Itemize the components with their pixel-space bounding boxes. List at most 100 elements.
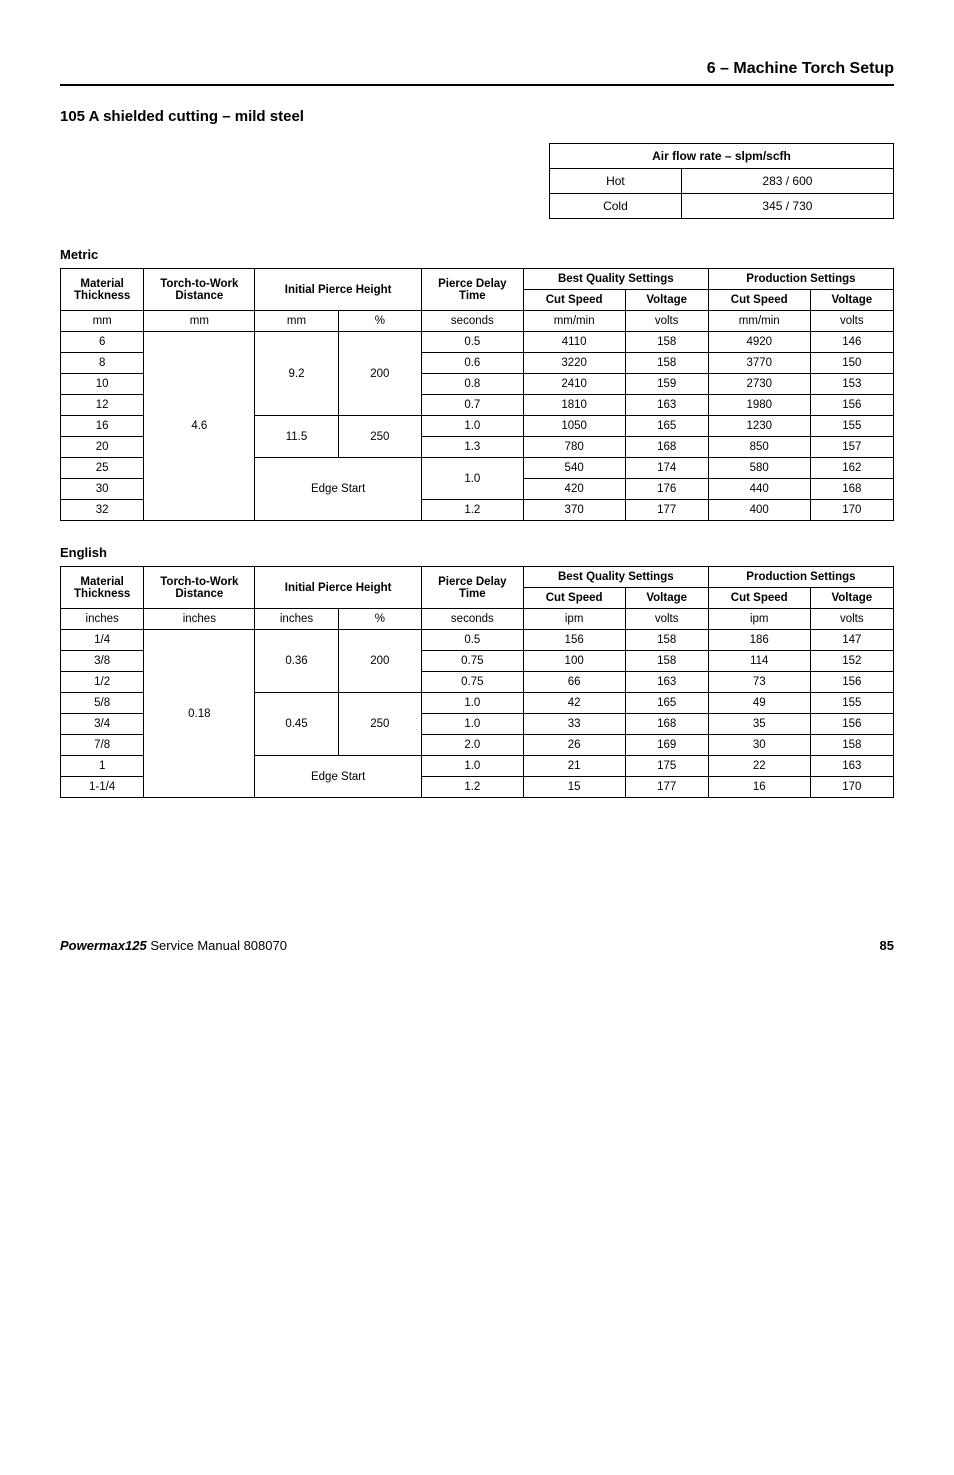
cell: 25 [61,458,144,479]
cell: 157 [810,437,893,458]
unit-thickness: mm [61,311,144,332]
unit-bq-speed: mm/min [523,311,625,332]
cell: 30 [61,479,144,500]
cell: 156 [810,714,893,735]
th-torch-to-work: Torch-to-Work Distance [144,567,255,609]
cell: 26 [523,735,625,756]
cell: 158 [625,651,708,672]
cell: 1.2 [421,777,523,798]
cell: 35 [708,714,810,735]
cell: 163 [810,756,893,777]
cell: 165 [625,693,708,714]
unit-bq-volt: volts [625,311,708,332]
cell: 5/8 [61,693,144,714]
th-initial-pierce-height: Initial Pierce Height [255,567,422,609]
cell-iph-pct: 200 [338,332,421,416]
cell: 158 [625,353,708,374]
cell: 176 [625,479,708,500]
unit-delay: seconds [421,609,523,630]
unit-distance: mm [144,311,255,332]
footer-page-number: 85 [880,938,894,953]
english-table: Material Thickness Torch-to-Work Distanc… [60,566,894,798]
cell: 0.5 [421,630,523,651]
cell: 16 [61,416,144,437]
cell: 30 [708,735,810,756]
cell: 155 [810,693,893,714]
cell-iph-mm: 9.2 [255,332,338,416]
cell: 170 [810,500,893,521]
th-bq-voltage: Voltage [625,588,708,609]
cell: 0.6 [421,353,523,374]
th-torch-to-work: Torch-to-Work Distance [144,269,255,311]
english-label: English [60,545,894,560]
unit-distance: inches [144,609,255,630]
cell: 150 [810,353,893,374]
cell-torch-distance: 0.18 [144,630,255,798]
cell: 1/4 [61,630,144,651]
table-row: 6 4.6 9.2 200 0.5 4110 158 4920 146 [61,332,894,353]
cell: 0.75 [421,651,523,672]
cell: 15 [523,777,625,798]
unit-pr-volt: volts [810,311,893,332]
cell-iph-mm: 11.5 [255,416,338,458]
footer: Powermax125 Service Manual 808070 85 [60,938,894,953]
cell-iph-in: 0.45 [255,693,338,756]
cell: 1 [61,756,144,777]
cell: 177 [625,777,708,798]
cell: 156 [810,395,893,416]
cell: 1.0 [421,756,523,777]
unit-thickness: inches [61,609,144,630]
cell: 146 [810,332,893,353]
cell-iph-pct: 250 [338,416,421,458]
cell-torch-distance: 4.6 [144,332,255,521]
cell: 155 [810,416,893,437]
th-pr-voltage: Voltage [810,588,893,609]
cell: 4920 [708,332,810,353]
unit-iph-mm: mm [255,311,338,332]
cell: 3220 [523,353,625,374]
unit-pr-speed: mm/min [708,311,810,332]
cell: 20 [61,437,144,458]
unit-iph-pct: % [338,311,421,332]
cell: 73 [708,672,810,693]
cell: 1050 [523,416,625,437]
th-bq-cut-speed: Cut Speed [523,290,625,311]
cell: 1.0 [421,714,523,735]
cell-iph-pct: 250 [338,693,421,756]
cell: 153 [810,374,893,395]
cell: 4110 [523,332,625,353]
metric-table: Material Thickness Torch-to-Work Distanc… [60,268,894,521]
unit-iph-in: inches [255,609,338,630]
cell: 1810 [523,395,625,416]
th-production: Production Settings [708,269,893,290]
cell: 168 [625,714,708,735]
cell: 420 [523,479,625,500]
th-material-thickness: Material Thickness [61,567,144,609]
cell: 2.0 [421,735,523,756]
cell: 100 [523,651,625,672]
cell: 1980 [708,395,810,416]
cell: 0.7 [421,395,523,416]
cell: 400 [708,500,810,521]
cell: 158 [810,735,893,756]
th-bq-voltage: Voltage [625,290,708,311]
cell: 152 [810,651,893,672]
cell: 1230 [708,416,810,437]
airflow-cold-value: 345 / 730 [681,194,893,219]
th-pierce-delay-time: Pierce Delay Time [421,269,523,311]
cell: 169 [625,735,708,756]
cell: 0.5 [421,332,523,353]
cell: 780 [523,437,625,458]
section-header: 6 – Machine Torch Setup [60,60,894,86]
th-bq-cut-speed: Cut Speed [523,588,625,609]
cell: 1/2 [61,672,144,693]
cell-edge-start: Edge Start [255,756,422,798]
unit-pr-speed: ipm [708,609,810,630]
metric-label: Metric [60,247,894,262]
cell: 16 [708,777,810,798]
cell: 1-1/4 [61,777,144,798]
airflow-cold-label: Cold [550,194,682,219]
cell: 49 [708,693,810,714]
airflow-hot-value: 283 / 600 [681,169,893,194]
cell: 1.0 [421,458,523,500]
